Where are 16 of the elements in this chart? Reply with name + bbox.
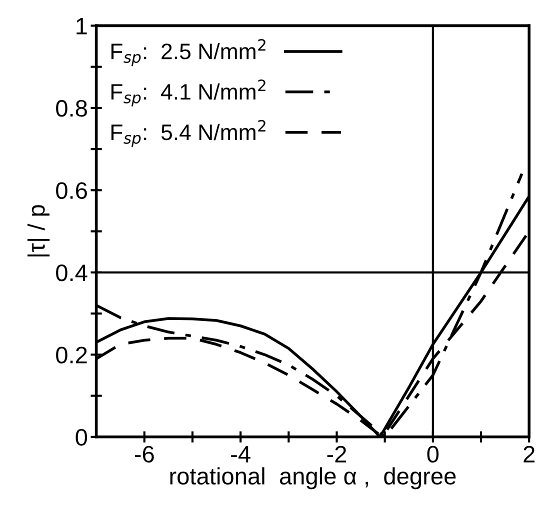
legend-label: F$_{sp}$: 5.4 N/mm$^{2}$: [111, 120, 266, 147]
x-tick-label: 2: [524, 446, 534, 462]
y-tick-label: 0: [76, 428, 88, 446]
x-tick-label: -2: [327, 446, 346, 462]
y-tick-label: 0.2: [56, 346, 87, 364]
y-tick-label: 0.8: [56, 100, 87, 117]
legend-label: F$_{sp}$: 4.1 N/mm$^{2}$: [111, 79, 266, 106]
y-tick-label: 0.4: [56, 264, 88, 282]
y-tick-label: 0.6: [56, 182, 87, 199]
y-axis-title: |τ| / p: [27, 205, 50, 256]
y-tick-label: 1: [76, 18, 87, 34]
x-axis-title: rotational angle α , degree: [170, 467, 456, 490]
legend-label: F$_{sp}$: 2.5 N/mm$^{2}$: [111, 39, 266, 66]
x-tick-label: 0: [427, 446, 439, 463]
x-tick-label: -6: [134, 446, 154, 463]
x-tick-label: -4: [231, 446, 250, 462]
